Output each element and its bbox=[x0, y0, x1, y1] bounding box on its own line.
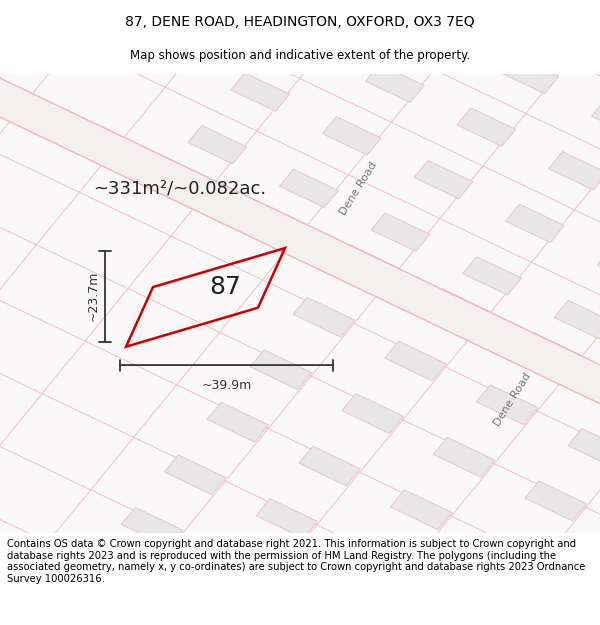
Text: Map shows position and indicative extent of the property.: Map shows position and indicative extent… bbox=[130, 49, 470, 62]
Polygon shape bbox=[347, 542, 409, 582]
Polygon shape bbox=[280, 169, 338, 208]
Polygon shape bbox=[231, 73, 290, 111]
Text: Contains OS data © Crown copyright and database right 2021. This information is : Contains OS data © Crown copyright and d… bbox=[7, 539, 586, 584]
Text: Dene Road: Dene Road bbox=[493, 371, 533, 428]
Polygon shape bbox=[188, 126, 247, 164]
Polygon shape bbox=[342, 394, 403, 433]
Text: ~23.7m: ~23.7m bbox=[86, 271, 100, 321]
Text: 87: 87 bbox=[209, 275, 241, 299]
Polygon shape bbox=[568, 429, 600, 468]
Polygon shape bbox=[592, 99, 600, 138]
Polygon shape bbox=[207, 402, 269, 442]
Polygon shape bbox=[500, 55, 559, 94]
Polygon shape bbox=[164, 455, 226, 495]
Polygon shape bbox=[365, 64, 424, 102]
Polygon shape bbox=[213, 551, 275, 591]
Text: ~331m²/~0.082ac.: ~331m²/~0.082ac. bbox=[94, 179, 266, 198]
Polygon shape bbox=[476, 385, 538, 424]
Polygon shape bbox=[170, 604, 232, 625]
Polygon shape bbox=[371, 213, 430, 251]
Polygon shape bbox=[305, 595, 366, 625]
Polygon shape bbox=[256, 499, 317, 539]
Polygon shape bbox=[439, 586, 500, 625]
Polygon shape bbox=[519, 332, 581, 372]
Polygon shape bbox=[385, 341, 446, 381]
Polygon shape bbox=[274, 20, 332, 59]
Polygon shape bbox=[525, 481, 586, 521]
Polygon shape bbox=[322, 117, 381, 155]
Polygon shape bbox=[408, 11, 467, 50]
Polygon shape bbox=[554, 301, 600, 339]
Polygon shape bbox=[414, 161, 473, 199]
Polygon shape bbox=[299, 446, 361, 486]
Polygon shape bbox=[482, 534, 544, 574]
Text: ~39.9m: ~39.9m bbox=[202, 379, 252, 392]
Polygon shape bbox=[391, 490, 452, 530]
Polygon shape bbox=[336, 245, 398, 284]
Polygon shape bbox=[548, 152, 600, 190]
Polygon shape bbox=[433, 438, 495, 477]
Polygon shape bbox=[79, 560, 140, 600]
Polygon shape bbox=[293, 298, 355, 337]
Polygon shape bbox=[250, 350, 312, 389]
Polygon shape bbox=[597, 248, 600, 286]
Polygon shape bbox=[428, 289, 489, 328]
Polygon shape bbox=[574, 578, 600, 618]
Polygon shape bbox=[121, 508, 183, 548]
Polygon shape bbox=[457, 108, 516, 146]
Text: Dene Road: Dene Road bbox=[338, 160, 379, 217]
Polygon shape bbox=[463, 257, 521, 295]
Polygon shape bbox=[506, 204, 565, 242]
Text: 87, DENE ROAD, HEADINGTON, OXFORD, OX3 7EQ: 87, DENE ROAD, HEADINGTON, OXFORD, OX3 7… bbox=[125, 15, 475, 29]
Polygon shape bbox=[317, 0, 376, 6]
